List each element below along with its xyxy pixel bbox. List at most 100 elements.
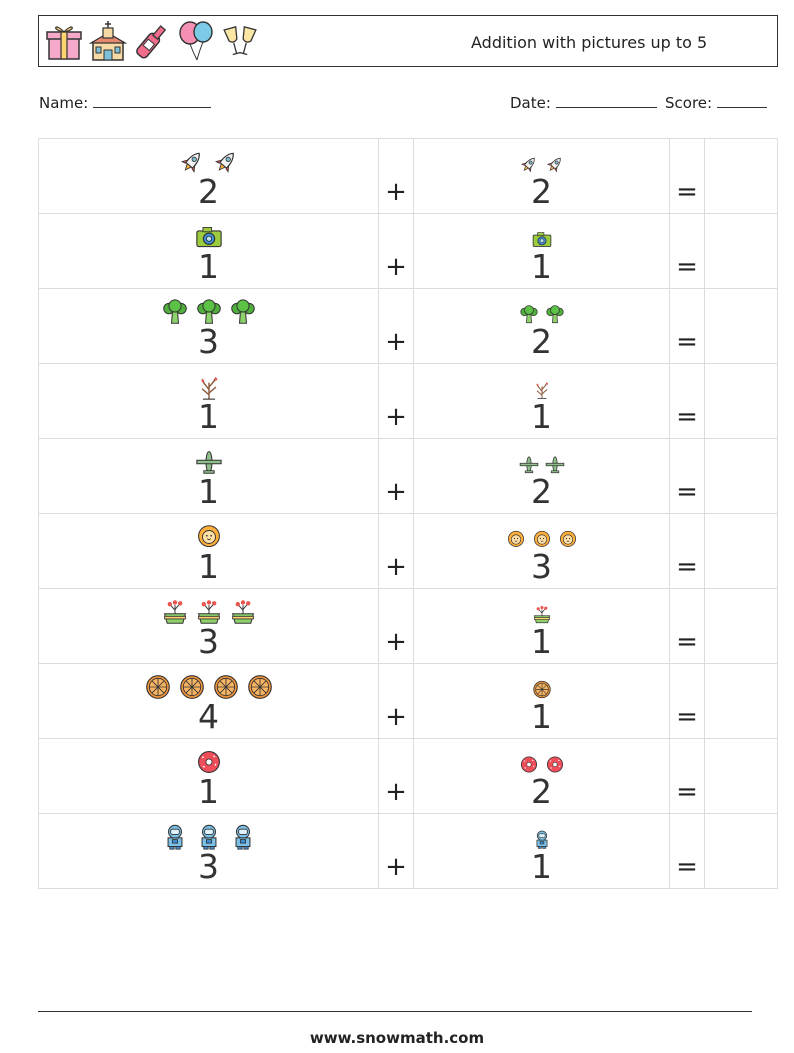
broccoli-icon [194,299,224,325]
equals-cell: = [669,288,705,364]
bare-tree-icon [194,374,224,400]
equals-cell: = [669,513,705,589]
worksheet-header: Addition with pictures up to 5 [38,15,778,67]
problem-row: 1 +2 = [38,438,778,514]
addend-a-cell: 3 [38,288,379,364]
header-icons [45,20,259,66]
addend-b-number: 2 [531,472,552,511]
plus-sign: + [385,477,407,507]
score-field[interactable]: Score: [665,93,767,112]
addend-a-number: 1 [198,547,219,586]
addend-a-number: 3 [198,322,219,361]
answer-cell[interactable] [704,513,778,589]
addend-a-pictures [39,599,378,625]
answer-cell[interactable] [704,663,778,739]
addend-b-cell: 3 [413,513,670,589]
addend-a-cell: 3 [38,813,379,889]
date-field[interactable]: Date: [510,93,657,112]
plus-sign: + [385,852,407,882]
answer-cell[interactable] [704,288,778,364]
plus-cell: + [378,513,414,589]
lion-icon [557,530,579,549]
answer-cell[interactable] [704,363,778,439]
donut-icon [194,749,224,775]
addend-a-cell: 4 [38,663,379,739]
name-label: Name: [39,94,89,112]
addend-a-cell: 1 [38,213,379,289]
airplane-icon [544,455,566,474]
addend-a-cell: 1 [38,513,379,589]
equals-cell: = [669,663,705,739]
rocket-icon [544,155,566,174]
addend-b-number: 2 [531,772,552,811]
score-blank[interactable] [716,93,767,108]
addend-a-cell: 2 [38,138,379,214]
lion-icon [531,530,553,549]
donut-icon [544,755,566,774]
score-label: Score: [665,94,713,112]
addend-b-number: 1 [531,247,552,286]
addend-a-pictures [39,824,378,850]
addend-b-pictures [414,605,669,624]
pizza-icon [143,674,173,700]
addend-a-number: 3 [198,622,219,661]
addend-b-cell: 1 [413,213,670,289]
equals-sign: = [676,777,698,807]
plus-sign: + [385,702,407,732]
addend-b-cell: 2 [413,738,670,814]
plus-cell: + [378,738,414,814]
addend-a-cell: 1 [38,363,379,439]
addend-b-cell: 2 [413,138,670,214]
bare-tree-icon [531,380,553,399]
addend-a-number: 2 [198,172,219,211]
problem-row: 3 +1 = [38,813,778,889]
rocket-icon [211,149,241,175]
addend-b-pictures [414,155,669,174]
astronaut-icon [160,824,190,850]
answer-cell[interactable] [704,738,778,814]
addend-a-number: 1 [198,397,219,436]
answer-cell[interactable] [704,813,778,889]
answer-cell[interactable] [704,138,778,214]
addend-a-pictures [39,374,378,400]
champagne-bottle-icon [133,20,171,66]
plus-sign: + [385,177,407,207]
name-blank[interactable] [93,93,212,108]
equals-cell: = [669,138,705,214]
worksheet-title: Addition with pictures up to 5 [471,33,708,52]
camera-icon [194,224,224,250]
pizza-icon [245,674,275,700]
astronaut-icon [531,830,553,849]
answer-cell[interactable] [704,213,778,289]
problem-row: 1 +2 = [38,738,778,814]
gift-icon [45,20,83,66]
addend-a-number: 1 [198,772,219,811]
plus-sign: + [385,252,407,282]
name-field[interactable]: Name: [39,93,212,112]
addend-b-pictures [414,305,669,324]
addend-b-pictures [414,530,669,549]
addend-a-number: 1 [198,472,219,511]
date-blank[interactable] [555,93,657,108]
equals-cell: = [669,813,705,889]
addend-b-cell: 1 [413,363,670,439]
astronaut-icon [228,824,258,850]
equals-sign: = [676,702,698,732]
rocket-icon [518,155,540,174]
pizza-icon [531,680,553,699]
equals-sign: = [676,177,698,207]
addend-a-pictures [39,224,378,250]
church-icon [88,20,128,66]
flower-pot-icon [228,599,258,625]
addend-a-pictures [39,449,378,475]
addend-b-number: 1 [531,847,552,886]
cheers-glasses-icon [221,20,259,66]
addend-a-number: 1 [198,247,219,286]
problem-row: 4 +1 = [38,663,778,739]
plus-sign: + [385,627,407,657]
broccoli-icon [518,305,540,324]
equals-sign: = [676,627,698,657]
airplane-icon [194,449,224,475]
answer-cell[interactable] [704,588,778,664]
answer-cell[interactable] [704,438,778,514]
